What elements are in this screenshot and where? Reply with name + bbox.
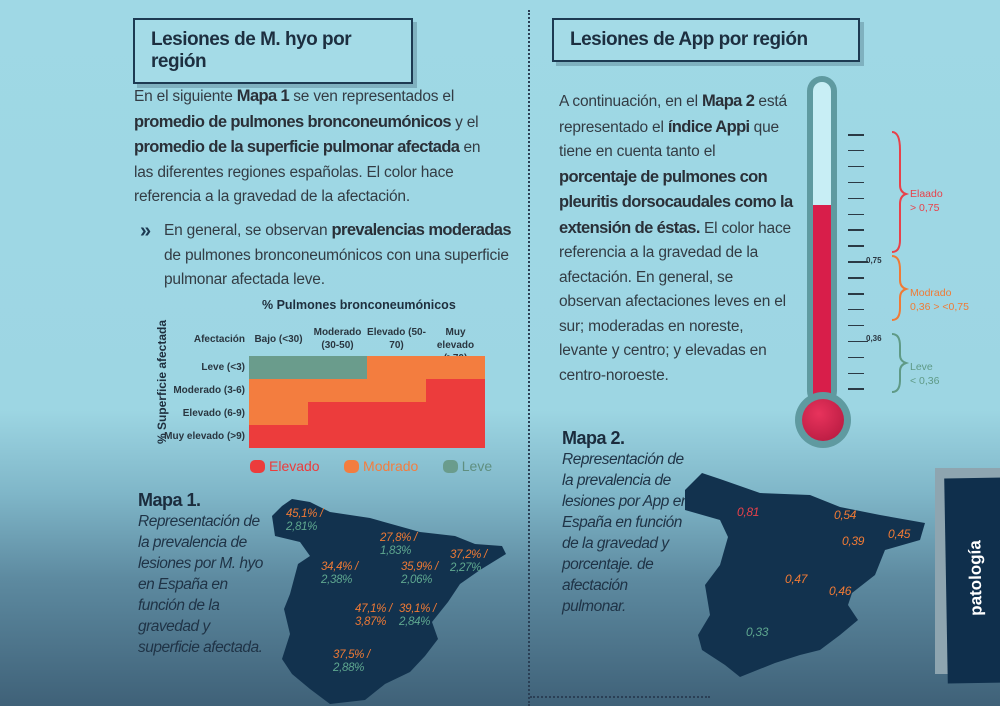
matrix-cell-moderado	[367, 379, 426, 402]
band-leve: Leve < 0,36	[910, 361, 940, 387]
map1-region-value: 34,4% /2,38%	[321, 561, 358, 586]
section-tab-label: patología	[965, 540, 986, 616]
tick-mark	[848, 324, 864, 327]
legend-item: Modrado	[344, 458, 428, 474]
matrix-cell-elevado	[249, 425, 308, 448]
tick-mark	[848, 388, 864, 390]
map2-value: 0,45	[888, 527, 911, 541]
section-title-app: Lesiones de App por región	[552, 18, 860, 62]
intro-paragraph: En el siguiente Mapa 1 se ven representa…	[134, 87, 481, 205]
column-header: Bajo (<30)	[254, 334, 303, 345]
map2-value: 0,33	[746, 625, 769, 639]
tick-mark	[848, 261, 868, 263]
map1-region-value: 45,1% /2,81%	[286, 508, 323, 533]
matrix-row-labels: Leve (<3) Moderado (3-6) Elevado (6-9) M…	[150, 356, 245, 448]
matrix-cell-elevado	[308, 402, 367, 425]
matrix-cell-moderado	[308, 379, 367, 402]
section-title-mhyo: Lesiones de M. hyo por región	[133, 18, 413, 84]
app-paragraph: A continuación, en el Mapa 2 está repres…	[559, 92, 793, 384]
column-header: Moderado (30-50)	[313, 327, 362, 351]
column-header: Elevado (50-70)	[367, 327, 426, 351]
map2-value: 0,54	[834, 508, 857, 522]
thermometer-bulb	[802, 399, 844, 441]
matrix-cell-elevado	[367, 425, 426, 448]
thermometer-fill	[813, 205, 831, 406]
spain-map-1	[272, 499, 506, 704]
matrix-corner-label: Afectación	[193, 334, 245, 345]
map1-caption-text: Representación de la prevalencia de lesi…	[138, 513, 263, 656]
map2-value: 0,47	[785, 572, 808, 586]
map2-caption-text: Representación de la prevalencia de lesi…	[562, 451, 689, 615]
tick-mark	[848, 277, 864, 279]
tick-mark	[848, 134, 864, 136]
map1-region-value: 27,8% /1,83%	[380, 532, 417, 557]
tick-mark	[848, 149, 864, 152]
matrix-cell-leve	[308, 356, 367, 379]
map1-region-value: 37,2% /2,27%	[450, 549, 487, 574]
matrix-cell-moderado	[249, 379, 308, 402]
brace-icons	[891, 131, 910, 393]
band-elevado: Elaado > 0,75	[910, 188, 943, 214]
tick-mark	[848, 372, 864, 374]
row-label: Leve (<3)	[201, 362, 245, 373]
legend-item: Elevado	[250, 458, 330, 474]
tick-mark	[848, 356, 864, 359]
matrix-cell-elevado	[426, 379, 485, 402]
double-chevron-right-icon: »	[140, 220, 152, 242]
tick-mark	[848, 165, 864, 168]
matrix-cell-elevado	[426, 425, 485, 448]
thermometer	[795, 76, 855, 456]
row-label: Elevado (6-9)	[182, 408, 245, 419]
tick-mark	[848, 197, 864, 200]
matrix-title: % Pulmones bronconeumónicos	[262, 298, 456, 312]
severity-matrix	[249, 356, 485, 448]
column-divider	[528, 10, 530, 706]
band-moderado: Modrado 0,36 > <0,75	[910, 287, 969, 313]
matrix-cell-moderado	[249, 402, 308, 425]
row-label: Moderado (3-6)	[173, 385, 245, 396]
legend-item: Leve	[442, 458, 502, 474]
bullet-paragraph: En general, se observan prevalencias mod…	[164, 221, 512, 288]
tick-label-075: 0,75	[866, 256, 882, 265]
map1-region-value: 47,1% /3,87%	[355, 603, 392, 628]
matrix-cell-elevado	[308, 425, 367, 448]
section-tab: patología	[944, 477, 1000, 684]
map2-value: 0,81	[737, 505, 760, 519]
tick-mark	[848, 245, 864, 247]
tick-label-036: 0,36	[866, 334, 882, 343]
tick-mark	[848, 340, 868, 343]
map2-caption: Mapa 2. Representación de la prevalencia…	[562, 428, 692, 617]
map2-value: 0,39	[842, 534, 865, 548]
map1-caption-title: Mapa 1.	[138, 490, 201, 510]
tick-mark	[848, 181, 864, 184]
map1-region-value: 39,1% /2,84%	[399, 603, 436, 628]
matrix-cell-elevado	[426, 402, 485, 425]
map2-caption-title: Mapa 2.	[562, 428, 625, 448]
matrix-cell-elevado	[367, 402, 426, 425]
tick-mark	[848, 308, 864, 311]
map1-region-value: 37,5% /2,88%	[333, 649, 370, 674]
tick-mark	[848, 229, 864, 231]
matrix-legend: Elevado Modrado Leve	[250, 458, 512, 478]
map1-caption: Mapa 1. Representación de la prevalencia…	[138, 490, 273, 658]
tick-mark	[848, 213, 864, 215]
matrix-cell-moderado	[426, 356, 485, 379]
row-label: Muy elevado (>9)	[164, 431, 245, 442]
matrix-cell-moderado	[367, 356, 426, 379]
map1-region-value: 35,9% /2,06%	[401, 561, 438, 586]
map2-value: 0,46	[829, 584, 852, 598]
matrix-cell-leve	[249, 356, 308, 379]
bottom-divider	[530, 696, 710, 698]
tick-mark	[848, 293, 864, 295]
spain-map-2	[685, 473, 925, 677]
